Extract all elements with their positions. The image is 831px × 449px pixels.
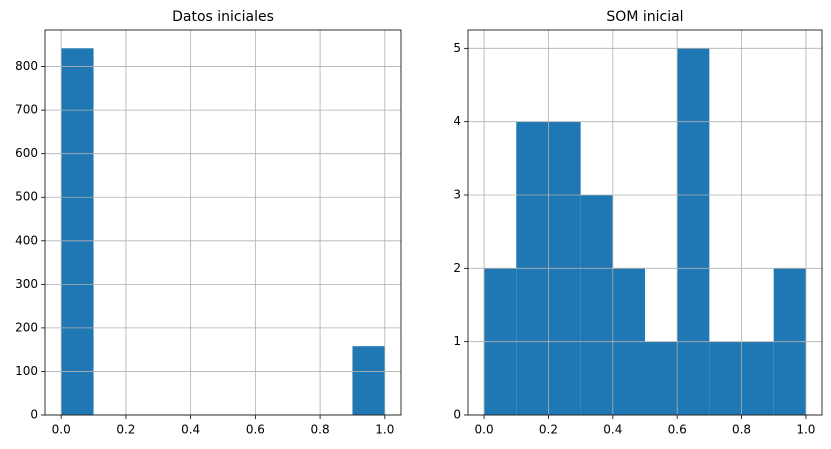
y-tick-label: 0 (453, 408, 461, 422)
y-tick-label: 700 (15, 103, 38, 117)
x-tick-label: 0.4 (603, 423, 622, 437)
x-tick-label: 0.8 (311, 423, 330, 437)
bar (709, 341, 742, 415)
x-tick-label: 0.6 (668, 423, 687, 437)
bar (677, 48, 710, 415)
x-tick-label: 0.4 (181, 423, 200, 437)
chart-title: Datos iniciales (172, 9, 274, 25)
axes-frame (44, 29, 402, 416)
y-tick-label: 400 (15, 233, 38, 247)
x-tick-label: 0.6 (246, 423, 265, 437)
x-tick-label: 0.2 (539, 423, 558, 437)
chart-title: SOM inicial (606, 9, 683, 25)
x-tick-label: 0.0 (475, 423, 494, 437)
y-tick-label: 500 (15, 190, 38, 204)
y-tick-label: 1 (453, 334, 461, 348)
x-tick-label: 1.0 (796, 423, 815, 437)
x-tick-label: 0.2 (116, 423, 135, 437)
bar (580, 195, 613, 415)
y-tick-label: 3 (453, 188, 461, 202)
y-tick-label: 100 (15, 364, 38, 378)
y-tick-label: 800 (15, 59, 38, 73)
bar (352, 346, 385, 415)
y-tick-label: 0 (30, 408, 38, 422)
y-tick-label: 200 (15, 320, 38, 334)
bar (741, 341, 774, 415)
x-tick-label: 1.0 (375, 423, 394, 437)
y-tick-label: 2 (453, 261, 461, 275)
y-tick-label: 4 (453, 114, 461, 128)
y-tick-label: 300 (15, 277, 38, 291)
y-tick-label: 5 (453, 41, 461, 55)
y-tick-label: 600 (15, 146, 38, 160)
bar (61, 48, 94, 415)
x-tick-label: 0.0 (52, 423, 71, 437)
x-tick-label: 0.8 (732, 423, 751, 437)
bar (645, 341, 678, 415)
axes-frame (467, 29, 823, 416)
